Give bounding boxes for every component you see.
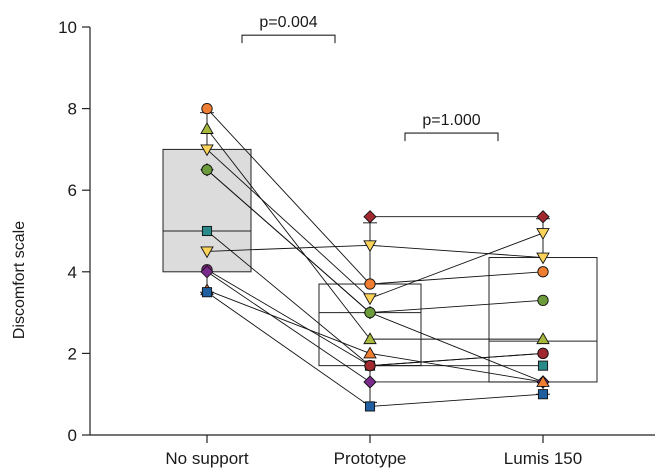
subject-line bbox=[206, 289, 371, 354]
marker-square bbox=[201, 287, 213, 298]
marker-triangle-up bbox=[200, 122, 214, 134]
subject-line bbox=[206, 244, 371, 252]
marker-triangle-down bbox=[536, 228, 550, 240]
subject-line bbox=[369, 352, 544, 383]
y-tick-label: 2 bbox=[68, 344, 77, 363]
marker-circle bbox=[537, 294, 549, 307]
subject-line bbox=[369, 393, 544, 407]
marker-circle bbox=[364, 359, 376, 372]
p-value-label: p=0.004 bbox=[259, 14, 317, 31]
x-tick-label: No support bbox=[165, 449, 248, 468]
significance-bracket bbox=[241, 34, 336, 44]
marker-triangle-down bbox=[536, 252, 550, 265]
marker-square bbox=[201, 225, 213, 237]
marker-triangle-down bbox=[200, 144, 214, 157]
y-axis-title: Discomfort scale bbox=[11, 221, 28, 339]
marker-circle bbox=[201, 164, 213, 176]
p-value-label: p=1.000 bbox=[422, 112, 480, 129]
subject-lines bbox=[206, 108, 544, 407]
subject-line bbox=[369, 352, 544, 367]
marker-circle bbox=[537, 266, 549, 278]
marker-diamond bbox=[536, 210, 550, 224]
significance-bracket bbox=[404, 132, 499, 142]
y-tick-label: 10 bbox=[58, 18, 77, 37]
marker-diamond bbox=[363, 375, 377, 389]
marker-triangle-up bbox=[363, 346, 377, 359]
subject-line bbox=[369, 312, 544, 383]
marker-square bbox=[537, 389, 549, 400]
subject-line bbox=[369, 299, 544, 314]
marker-circle bbox=[364, 278, 376, 290]
marker-triangle-up bbox=[536, 375, 550, 387]
marker-triangle-down bbox=[363, 293, 377, 306]
subject-markers bbox=[200, 102, 550, 412]
y-tick-label: 8 bbox=[68, 100, 77, 119]
marker-diamond bbox=[363, 210, 377, 224]
subject-line bbox=[206, 291, 371, 407]
marker-circle bbox=[201, 102, 213, 115]
subject-line bbox=[206, 108, 371, 285]
marker-diamond bbox=[200, 265, 214, 279]
subject-line bbox=[206, 269, 371, 367]
marker-triangle-up bbox=[536, 332, 550, 345]
marker-triangle-down bbox=[363, 240, 377, 253]
y-tick-label: 4 bbox=[68, 263, 77, 282]
marker-square bbox=[537, 360, 549, 371]
x-tick-label: Lumis 150 bbox=[504, 449, 582, 468]
marker-triangle-down bbox=[200, 246, 214, 259]
y-tick-label: 6 bbox=[68, 181, 77, 200]
x-tick-label: Prototype bbox=[334, 449, 407, 468]
marker-square bbox=[364, 401, 376, 412]
marker-circle bbox=[537, 347, 549, 360]
subject-line bbox=[369, 244, 544, 258]
axes: 0 2 4 6 8 10 No support Prototype Lumis 150 bbox=[58, 18, 655, 468]
subject-line bbox=[206, 271, 371, 383]
subject-line bbox=[369, 232, 544, 299]
subject-line bbox=[206, 149, 371, 299]
y-tick-label: 0 bbox=[68, 426, 77, 445]
significance-annotations: p=0.004 p=1.000 bbox=[241, 14, 499, 142]
subject-line bbox=[206, 128, 371, 340]
marker-circle bbox=[364, 306, 376, 319]
subject-line bbox=[369, 271, 544, 285]
marker-triangle-up bbox=[363, 332, 377, 345]
subject-line bbox=[206, 169, 371, 313]
